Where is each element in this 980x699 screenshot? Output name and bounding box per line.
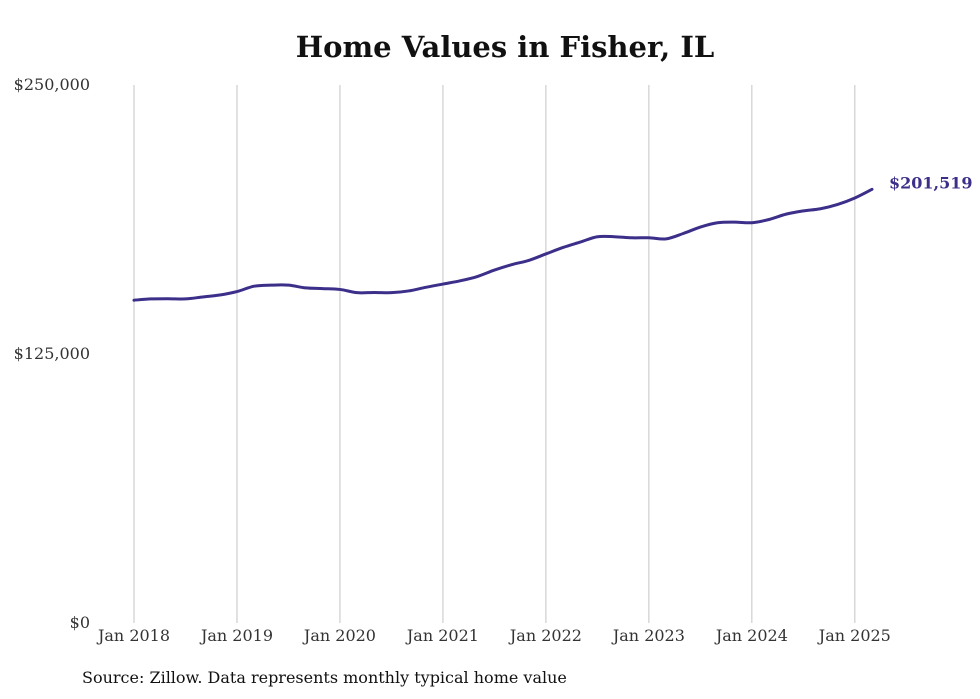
x-tick-label: Jan 2024 [714, 626, 788, 645]
source-note: Source: Zillow. Data represents monthly … [82, 668, 567, 687]
y-tick-label: $250,000 [14, 75, 90, 94]
x-tick-label: Jan 2025 [817, 626, 891, 645]
y-tick-label: $0 [70, 613, 90, 632]
x-tick-label: Jan 2018 [96, 626, 170, 645]
y-axis: $0 $125,000 $250,000 [14, 75, 90, 632]
x-axis: Jan 2018 Jan 2019 Jan 2020 Jan 2021 Jan 2022… [96, 626, 891, 645]
end-value-label: $201,519 [889, 173, 973, 192]
x-tick-label: Jan 2023 [611, 626, 685, 645]
x-tick-label: Jan 2022 [508, 626, 582, 645]
x-tick-label: Jan 2020 [302, 626, 376, 645]
chart-title: Home Values in Fisher, IL [295, 30, 715, 64]
y-tick-label: $125,000 [14, 344, 90, 363]
series-layer: $201,519 [132, 173, 973, 302]
gridlines [133, 85, 856, 623]
series-line [132, 187, 874, 302]
x-tick-label: Jan 2019 [199, 626, 273, 645]
x-tick-label: Jan 2021 [405, 626, 479, 645]
